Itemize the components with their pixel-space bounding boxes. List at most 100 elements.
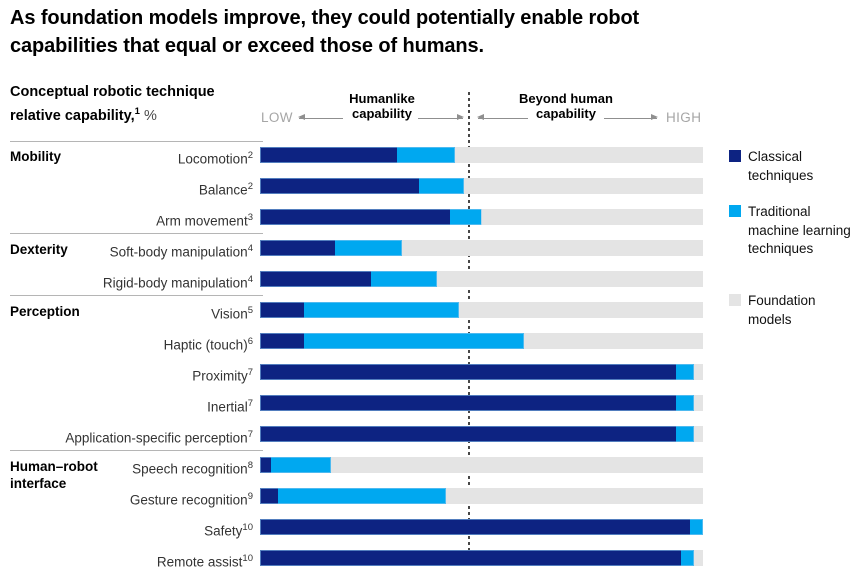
bar-segment-traditional-ml — [304, 302, 460, 318]
bar-segment-foundation-models — [694, 426, 703, 442]
bar-segment-classical — [260, 457, 272, 473]
bar-segment-classical — [260, 395, 677, 411]
bar-segment-foundation-models — [330, 457, 703, 473]
row-label: Rigid-body manipulation4 — [0, 272, 253, 291]
bar-segment-classical — [260, 178, 420, 194]
bar-segment-foundation-models — [523, 333, 703, 349]
bar-segment-classical — [260, 333, 305, 349]
group-label: Perception — [10, 304, 80, 319]
chart-row: Remote assist10 — [0, 550, 860, 570]
group-label: Mobility — [10, 149, 61, 164]
footnote-marker: 8 — [247, 460, 253, 471]
chart-row: Rigid-body manipulation4 — [0, 271, 860, 291]
stacked-bar — [260, 333, 703, 349]
bar-segment-classical — [260, 550, 681, 566]
row-label-text: Haptic (touch) — [163, 337, 248, 353]
legend-swatch-foundation-models — [729, 294, 741, 306]
footnote-marker: 1 — [134, 106, 140, 117]
axis-unit-percent: % — [139, 107, 157, 124]
arrow-left-icon — [298, 114, 343, 121]
chart-row: Application-specific perception7 — [0, 426, 860, 446]
threshold-dashed-line — [468, 92, 470, 566]
row-label: Arm movement3 — [0, 210, 253, 229]
stacked-bar — [260, 457, 703, 473]
footnote-marker: 6 — [247, 336, 253, 347]
footnote-marker: 7 — [247, 398, 253, 409]
footnote-marker: 3 — [247, 212, 253, 223]
group-label: Dexterity — [10, 242, 68, 257]
chart-row: Arm movement3 — [0, 209, 860, 229]
axis-unit-label: Conceptual robotic technique relative ca… — [10, 83, 266, 126]
legend-item-foundation-models: Foundation models — [729, 292, 860, 329]
stacked-bar — [260, 147, 703, 163]
axis-low-label: LOW — [261, 110, 293, 125]
footnote-marker: 2 — [247, 150, 253, 161]
row-label-text: Inertial — [207, 399, 248, 415]
row-label-text: Balance — [198, 182, 248, 198]
row-label: Locomotion2 — [0, 148, 253, 167]
row-label-text: Rigid-body manipulation — [102, 275, 248, 291]
row-label-text: Arm movement — [156, 213, 248, 229]
bar-segment-foundation-models — [437, 271, 703, 287]
legend-item-traditional-ml: Traditional machine learning techniques — [729, 203, 860, 259]
humanlike-zone-label: Humanlike capability — [349, 91, 415, 121]
group-divider — [10, 233, 263, 234]
bar-segment-traditional-ml — [277, 488, 447, 504]
chart-row: Gesture recognition9 — [0, 488, 860, 508]
bar-segment-classical — [260, 488, 278, 504]
bar-segment-traditional-ml — [676, 395, 695, 411]
bar-segment-foundation-models — [463, 178, 703, 194]
footnote-marker: 2 — [247, 181, 253, 192]
legend-item-classical: Classical techniques — [729, 148, 860, 185]
axis-unit-text: Conceptual robotic technique relative ca… — [10, 84, 215, 124]
bar-segment-traditional-ml — [304, 333, 524, 349]
bar-segment-foundation-models — [454, 147, 703, 163]
row-label: Safety10 — [0, 520, 253, 539]
bar-segment-classical — [260, 147, 398, 163]
row-label: Proximity7 — [0, 365, 253, 384]
legend-swatch-classical — [729, 150, 741, 162]
bar-segment-foundation-models — [401, 240, 703, 256]
footnote-marker: 7 — [247, 429, 253, 440]
bar-segment-traditional-ml — [450, 209, 482, 225]
chart-row: Inertial7 — [0, 395, 860, 415]
arrow-right-icon — [418, 114, 464, 121]
footnote-marker: 10 — [242, 522, 253, 533]
row-label-text: Locomotion — [177, 151, 248, 167]
bar-segment-classical — [260, 519, 690, 535]
stacked-bar — [260, 550, 703, 566]
row-label-text: Gesture recognition — [129, 492, 248, 508]
stacked-bar — [260, 426, 703, 442]
row-label-text: Soft-body manipulation — [109, 244, 248, 260]
chart-row: Balance2 — [0, 178, 860, 198]
page-title: As foundation models improve, they could… — [10, 7, 640, 58]
group-divider — [10, 141, 263, 142]
arrow-left-icon — [477, 114, 528, 121]
stacked-bar — [260, 178, 703, 194]
stacked-bar — [260, 240, 703, 256]
chart-row: Locomotion2 — [0, 147, 860, 167]
row-label: Gesture recognition9 — [0, 489, 253, 508]
bar-segment-traditional-ml — [689, 519, 703, 535]
stacked-bar — [260, 395, 703, 411]
group-divider — [10, 450, 263, 451]
footnote-marker: 9 — [247, 491, 253, 502]
row-label: Application-specific perception7 — [0, 427, 253, 446]
legend-label: Foundation models — [748, 293, 816, 327]
row-label-text: Speech recognition — [132, 461, 248, 477]
stacked-bar — [260, 271, 703, 287]
legend-swatch-traditional-ml — [729, 205, 741, 217]
bar-segment-classical — [260, 364, 677, 380]
bar-segment-traditional-ml — [271, 457, 331, 473]
bar-segment-traditional-ml — [680, 550, 695, 566]
bar-segment-traditional-ml — [335, 240, 402, 256]
chart-row: Soft-body manipulation4 — [0, 240, 860, 260]
row-label: Haptic (touch)6 — [0, 334, 253, 353]
row-label: Balance2 — [0, 179, 253, 198]
stacked-bar — [260, 364, 703, 380]
stacked-bar — [260, 519, 703, 535]
chart-row: Haptic (touch)6 — [0, 333, 860, 353]
legend-label: Classical techniques — [748, 149, 814, 183]
row-label-text: Safety — [204, 523, 243, 539]
